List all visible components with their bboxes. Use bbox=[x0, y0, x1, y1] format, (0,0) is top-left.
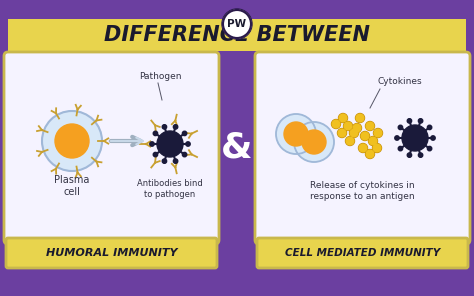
Circle shape bbox=[331, 120, 340, 128]
Circle shape bbox=[346, 137, 354, 145]
Circle shape bbox=[153, 152, 158, 157]
Circle shape bbox=[368, 136, 377, 146]
Circle shape bbox=[350, 129, 358, 137]
FancyBboxPatch shape bbox=[4, 52, 219, 244]
Circle shape bbox=[173, 125, 178, 129]
Circle shape bbox=[150, 142, 154, 146]
Circle shape bbox=[162, 125, 167, 129]
Circle shape bbox=[344, 121, 353, 131]
Circle shape bbox=[173, 159, 178, 163]
Circle shape bbox=[369, 137, 377, 145]
Circle shape bbox=[338, 113, 347, 123]
Circle shape bbox=[276, 114, 316, 154]
Circle shape bbox=[395, 136, 399, 140]
Circle shape bbox=[339, 114, 347, 122]
Circle shape bbox=[157, 131, 183, 157]
Circle shape bbox=[366, 122, 374, 130]
Circle shape bbox=[182, 152, 187, 157]
Circle shape bbox=[431, 136, 435, 140]
Text: Cytokines: Cytokines bbox=[378, 77, 422, 86]
Circle shape bbox=[365, 149, 374, 158]
Circle shape bbox=[359, 144, 367, 152]
Circle shape bbox=[407, 119, 411, 123]
Text: DIFFERENCE BETWEEN: DIFFERENCE BETWEEN bbox=[104, 25, 370, 45]
Circle shape bbox=[361, 132, 369, 140]
FancyBboxPatch shape bbox=[6, 238, 217, 268]
Circle shape bbox=[349, 128, 358, 138]
Circle shape bbox=[407, 153, 411, 157]
Circle shape bbox=[402, 125, 428, 151]
Circle shape bbox=[356, 113, 365, 123]
Circle shape bbox=[373, 144, 382, 152]
Circle shape bbox=[353, 124, 361, 132]
Circle shape bbox=[337, 128, 346, 138]
Circle shape bbox=[338, 129, 346, 137]
Circle shape bbox=[366, 150, 374, 158]
Circle shape bbox=[222, 9, 252, 39]
Circle shape bbox=[294, 122, 334, 162]
Text: &: & bbox=[221, 131, 253, 165]
Circle shape bbox=[353, 123, 362, 133]
FancyBboxPatch shape bbox=[8, 19, 466, 51]
Circle shape bbox=[153, 131, 158, 136]
Circle shape bbox=[398, 125, 402, 130]
Circle shape bbox=[374, 128, 383, 138]
Circle shape bbox=[356, 114, 364, 122]
Circle shape bbox=[42, 111, 102, 171]
Circle shape bbox=[374, 129, 382, 137]
Text: HUMORAL IMMUNITY: HUMORAL IMMUNITY bbox=[46, 248, 177, 258]
Circle shape bbox=[419, 119, 423, 123]
Circle shape bbox=[358, 144, 367, 152]
Circle shape bbox=[428, 125, 432, 130]
Text: Release of cytokines in
response to an antigen: Release of cytokines in response to an a… bbox=[310, 181, 415, 201]
Circle shape bbox=[332, 120, 340, 128]
Circle shape bbox=[182, 131, 187, 136]
Circle shape bbox=[346, 136, 355, 146]
Circle shape bbox=[373, 144, 381, 152]
Circle shape bbox=[302, 130, 326, 154]
Circle shape bbox=[398, 147, 402, 151]
Circle shape bbox=[361, 131, 370, 141]
Circle shape bbox=[55, 124, 89, 158]
Circle shape bbox=[344, 122, 352, 130]
Circle shape bbox=[223, 10, 251, 38]
Circle shape bbox=[186, 142, 190, 146]
FancyBboxPatch shape bbox=[257, 238, 468, 268]
Circle shape bbox=[284, 122, 308, 146]
Text: Antibodies bind
to pathogen: Antibodies bind to pathogen bbox=[137, 179, 203, 199]
Text: Pathogen: Pathogen bbox=[139, 72, 181, 81]
Circle shape bbox=[365, 121, 374, 131]
Circle shape bbox=[419, 153, 423, 157]
Circle shape bbox=[162, 159, 167, 163]
Text: PW: PW bbox=[228, 19, 246, 29]
Text: CELL MEDIATED IMMUNITY: CELL MEDIATED IMMUNITY bbox=[285, 248, 440, 258]
Circle shape bbox=[428, 147, 432, 151]
Text: Plasma
cell: Plasma cell bbox=[55, 175, 90, 197]
FancyBboxPatch shape bbox=[255, 52, 470, 244]
